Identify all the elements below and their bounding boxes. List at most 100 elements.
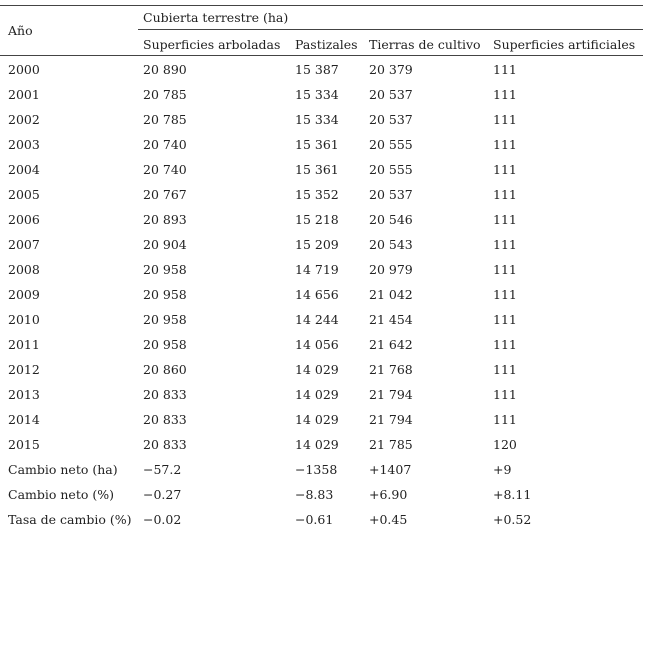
row-label: 2009 xyxy=(8,287,40,302)
cell: 20 785 xyxy=(143,112,187,127)
cell: −0.02 xyxy=(143,512,182,527)
cell: 20 958 xyxy=(143,312,187,327)
cell: 111 xyxy=(493,187,517,202)
cell: 111 xyxy=(493,112,517,127)
cell: 111 xyxy=(493,262,517,277)
cell: +9 xyxy=(493,462,512,477)
cell: 15 218 xyxy=(295,212,339,227)
cell: 14 244 xyxy=(295,312,339,327)
cell: 111 xyxy=(493,337,517,352)
cell: 15 209 xyxy=(295,237,339,252)
cell: 20 785 xyxy=(143,87,187,102)
row-label: 2007 xyxy=(8,237,40,252)
cell: −57.2 xyxy=(143,462,182,477)
cell: 20 833 xyxy=(143,437,187,452)
cell: 20 543 xyxy=(369,237,413,252)
cell: 20 740 xyxy=(143,137,187,152)
cell: 111 xyxy=(493,62,517,77)
cell: 15 361 xyxy=(295,137,339,152)
row-label: 2001 xyxy=(8,87,40,102)
cell: 14 719 xyxy=(295,262,339,277)
row-label: 2010 xyxy=(8,312,40,327)
cell: 20 958 xyxy=(143,262,187,277)
cell: 111 xyxy=(493,312,517,327)
cell: +1407 xyxy=(369,462,412,477)
cell: 14 656 xyxy=(295,287,339,302)
group-rule xyxy=(138,29,643,30)
cell: 20 537 xyxy=(369,187,413,202)
row-label: Cambio neto (ha) xyxy=(8,462,118,477)
cell: 111 xyxy=(493,212,517,227)
row-label: 2003 xyxy=(8,137,40,152)
row-label: 2015 xyxy=(8,437,40,452)
cell: 20 860 xyxy=(143,362,187,377)
cell: +8.11 xyxy=(493,487,532,502)
cell: 15 334 xyxy=(295,112,339,127)
cell: 20 740 xyxy=(143,162,187,177)
cell: 20 537 xyxy=(369,112,413,127)
column-header: Pastizales xyxy=(295,37,358,52)
row-label: 2002 xyxy=(8,112,40,127)
cell: 111 xyxy=(493,287,517,302)
cell: 111 xyxy=(493,412,517,427)
cell: 14 056 xyxy=(295,337,339,352)
row-label: Tasa de cambio (%) xyxy=(8,512,132,527)
cell: 20 833 xyxy=(143,387,187,402)
cell: 20 379 xyxy=(369,62,413,77)
cell: 15 334 xyxy=(295,87,339,102)
row-label: 2012 xyxy=(8,362,40,377)
cell: 20 537 xyxy=(369,87,413,102)
top-rule xyxy=(0,5,643,6)
cell: 21 642 xyxy=(369,337,413,352)
cell: 21 454 xyxy=(369,312,413,327)
cell: 14 029 xyxy=(295,387,339,402)
cell: 21 785 xyxy=(369,437,413,452)
cell: 15 352 xyxy=(295,187,339,202)
cell: 21 768 xyxy=(369,362,413,377)
group-header: Cubierta terrestre (ha) xyxy=(143,10,289,25)
cell: 111 xyxy=(493,362,517,377)
cell: 15 387 xyxy=(295,62,339,77)
row-label: 2004 xyxy=(8,162,40,177)
cell: 111 xyxy=(493,237,517,252)
cell: −1358 xyxy=(295,462,338,477)
cell: 20 555 xyxy=(369,137,413,152)
cell: −8.83 xyxy=(295,487,334,502)
column-header: Tierras de cultivo xyxy=(369,37,481,52)
cell: 15 361 xyxy=(295,162,339,177)
year-header: Año xyxy=(8,23,33,38)
cell: 21 042 xyxy=(369,287,413,302)
cell: 21 794 xyxy=(369,412,413,427)
cell: 20 546 xyxy=(369,212,413,227)
cell: 20 904 xyxy=(143,237,187,252)
row-label: 2011 xyxy=(8,337,40,352)
cell: 14 029 xyxy=(295,412,339,427)
cell: 120 xyxy=(493,437,517,452)
cell: 111 xyxy=(493,387,517,402)
cell: 20 979 xyxy=(369,262,413,277)
cell: 20 893 xyxy=(143,212,187,227)
cell: 21 794 xyxy=(369,387,413,402)
cell: +0.45 xyxy=(369,512,408,527)
row-label: 2013 xyxy=(8,387,40,402)
row-label: 2008 xyxy=(8,262,40,277)
cell: 20 833 xyxy=(143,412,187,427)
cell: 111 xyxy=(493,87,517,102)
cell: 20 555 xyxy=(369,162,413,177)
row-label: 2000 xyxy=(8,62,40,77)
cell: 111 xyxy=(493,137,517,152)
cell: 14 029 xyxy=(295,362,339,377)
cell: −0.61 xyxy=(295,512,334,527)
row-label: 2014 xyxy=(8,412,40,427)
header-rule xyxy=(0,55,643,56)
column-header: Superficies artificiales xyxy=(493,37,636,52)
cell: 20 890 xyxy=(143,62,187,77)
cell: 111 xyxy=(493,162,517,177)
column-header: Superficies arboladas xyxy=(143,37,281,52)
cell: 14 029 xyxy=(295,437,339,452)
row-label: 2006 xyxy=(8,212,40,227)
row-label: 2005 xyxy=(8,187,40,202)
cell: +0.52 xyxy=(493,512,532,527)
cell: +6.90 xyxy=(369,487,408,502)
